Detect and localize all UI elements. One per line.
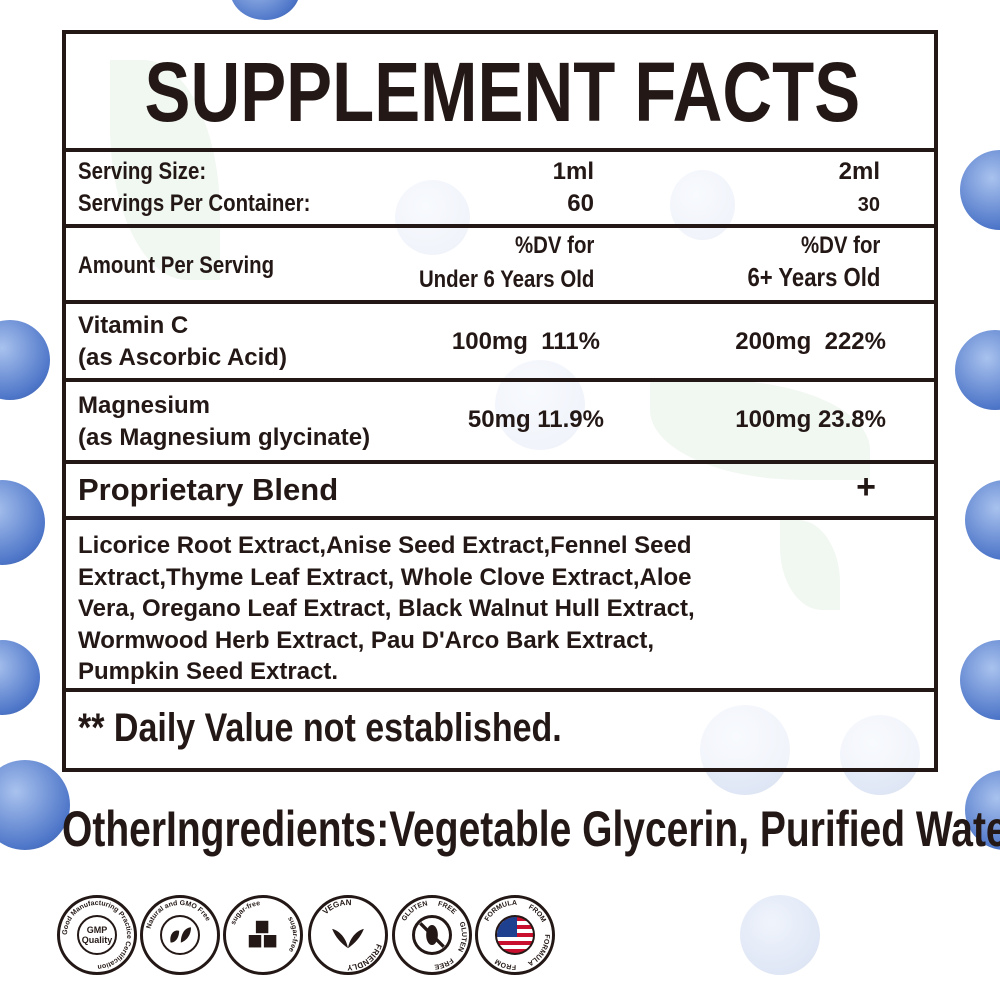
serving-size-label: Serving Size: <box>78 158 207 185</box>
badge-center-text: GMP Quality <box>81 925 113 945</box>
nutrient-col2-value: 200mg 222% <box>735 328 886 355</box>
blueberry-image <box>955 330 1000 410</box>
leaf-icon <box>160 915 200 955</box>
nutrient-name: Vitamin C <box>78 312 189 339</box>
title-row: SUPPLEMENT FACTS <box>66 34 934 152</box>
badge-ring: VEGAN FRIENDLY <box>321 895 388 972</box>
badge-ring: Natural and GMO Free <box>146 900 212 930</box>
blueberry-image <box>965 480 1000 560</box>
gluten-free-icon <box>412 915 452 955</box>
badge-ring-textpath: Natural and GMO Free <box>146 900 212 930</box>
proprietary-blend-label: Proprietary Blend <box>78 472 339 507</box>
badge-ring-textpath: Good Manufacturing Practice Certificatio… <box>62 900 132 970</box>
col2-dv-line1: %DV for <box>800 232 880 259</box>
badge-ring-text: VEGAN FRIENDLY <box>321 895 388 972</box>
nutrient-row: Vitamin C (as Ascorbic Acid) 100mg 111% … <box>66 304 934 382</box>
supplement-facts-panel: SUPPLEMENT FACTS Serving Size: Servings … <box>62 30 938 772</box>
blueberry-image <box>740 895 820 975</box>
col2-dv-line2: 6+ Years Old <box>747 262 880 292</box>
nutrient-name: Magnesium <box>78 392 211 419</box>
footnote-row: ** Daily Value not established. <box>66 692 934 768</box>
proprietary-blend-row: Proprietary Blend + <box>66 464 934 520</box>
col2-serving-size: 2ml <box>838 158 880 185</box>
blueberry-image <box>960 150 1000 230</box>
badge-ring-textpath: VEGAN FRIENDLY <box>321 895 388 972</box>
amount-per-serving-label: Amount Per Serving <box>78 252 275 279</box>
blueberry-image <box>230 0 300 20</box>
nutrient-source: (as Ascorbic Acid) <box>78 344 287 371</box>
amount-header-row: Amount Per Serving %DV for Under 6 Years… <box>66 228 934 304</box>
badge-ring-text: Good Manufacturing Practice Certificatio… <box>62 900 132 970</box>
blueberry-image <box>960 640 1000 720</box>
badge-ring: Good Manufacturing Practice Certificatio… <box>62 900 132 970</box>
daily-value-footnote: ** Daily Value not established. <box>78 706 562 750</box>
badge-ring: sugar-free sugar-free <box>230 897 298 954</box>
badge-ring-text: sugar-free sugar-free <box>230 897 298 954</box>
page-title: SUPPLEMENT FACTS <box>66 44 934 141</box>
blueberry-image <box>0 320 50 400</box>
servings-per-container-label: Servings Per Container: <box>78 190 311 217</box>
blend-marker: + <box>856 468 876 506</box>
ingredient-line: Extract,Thyme Leaf Extract, Whole Clove … <box>78 563 692 591</box>
blueberry-image <box>0 640 40 715</box>
gmp-badge: Good Manufacturing Practice Certificatio… <box>57 895 137 975</box>
vegan-badge: VEGAN FRIENDLY <box>308 895 388 975</box>
formula-from-usa-badge: FORMULA FROM FORMULA FROM <box>475 895 555 975</box>
blueberry-image <box>0 760 70 850</box>
ingredient-line: Wormwood Herb Extract, Pau D'Arco Bark E… <box>78 626 655 654</box>
sugar-cubes-icon <box>243 915 283 955</box>
col1-dv-line1: %DV for <box>514 232 594 259</box>
vegan-leaf-icon <box>328 915 368 955</box>
col2-servings-per-container: 30 <box>857 194 880 216</box>
blend-ingredients-list: Licorice Root Extract,Anise Seed Extract… <box>78 530 695 688</box>
ingredient-line: Pumpkin Seed Extract. <box>78 658 339 685</box>
gmo-free-badge: Natural and GMO Free <box>140 895 220 975</box>
blueberry-image <box>0 480 45 565</box>
nutrient-col1-value: 100mg 111% <box>451 328 600 355</box>
blend-ingredients-row: Licorice Root Extract,Anise Seed Extract… <box>66 520 934 692</box>
col1-dv-line2: Under 6 Years Old <box>418 266 594 293</box>
nutrient-row: Magnesium (as Magnesium glycinate) 50mg … <box>66 382 934 464</box>
ingredient-line: Vera, Oregano Leaf Extract, Black Walnut… <box>78 595 695 622</box>
badge-ring-textpath: GLUTEN FREE GLUTEN FREE <box>401 900 467 970</box>
badge-ring-textpath: sugar-free sugar-free <box>230 897 298 954</box>
col1-servings-per-container: 60 <box>567 190 594 217</box>
gmp-icon: GMP Quality <box>77 915 117 955</box>
badge-ring: GLUTEN FREE GLUTEN FREE <box>401 900 467 970</box>
badge-ring-text: GLUTEN FREE GLUTEN FREE <box>401 900 467 970</box>
gluten-free-badge: GLUTEN FREE GLUTEN FREE <box>392 895 472 975</box>
title-text: SUPPLEMENT FACTS <box>144 45 861 139</box>
badge-ring-text: Natural and GMO Free <box>146 900 212 930</box>
serving-row: Serving Size: Servings Per Container: 1m… <box>66 152 934 228</box>
nutrient-col1-value: 50mg 11.9% <box>467 406 604 433</box>
us-flag-icon <box>495 915 535 955</box>
other-ingredients: OtherIngredients:Vegetable Glycerin, Pur… <box>62 801 1000 857</box>
nutrient-source: (as Magnesium glycinate) <box>78 424 371 451</box>
col1-serving-size: 1ml <box>552 158 594 185</box>
sugar-free-badge: sugar-free sugar-free <box>223 895 303 975</box>
ingredient-line: Licorice Root Extract,Anise Seed Extract… <box>78 532 692 559</box>
nutrient-col2-value: 100mg 23.8% <box>735 406 886 433</box>
